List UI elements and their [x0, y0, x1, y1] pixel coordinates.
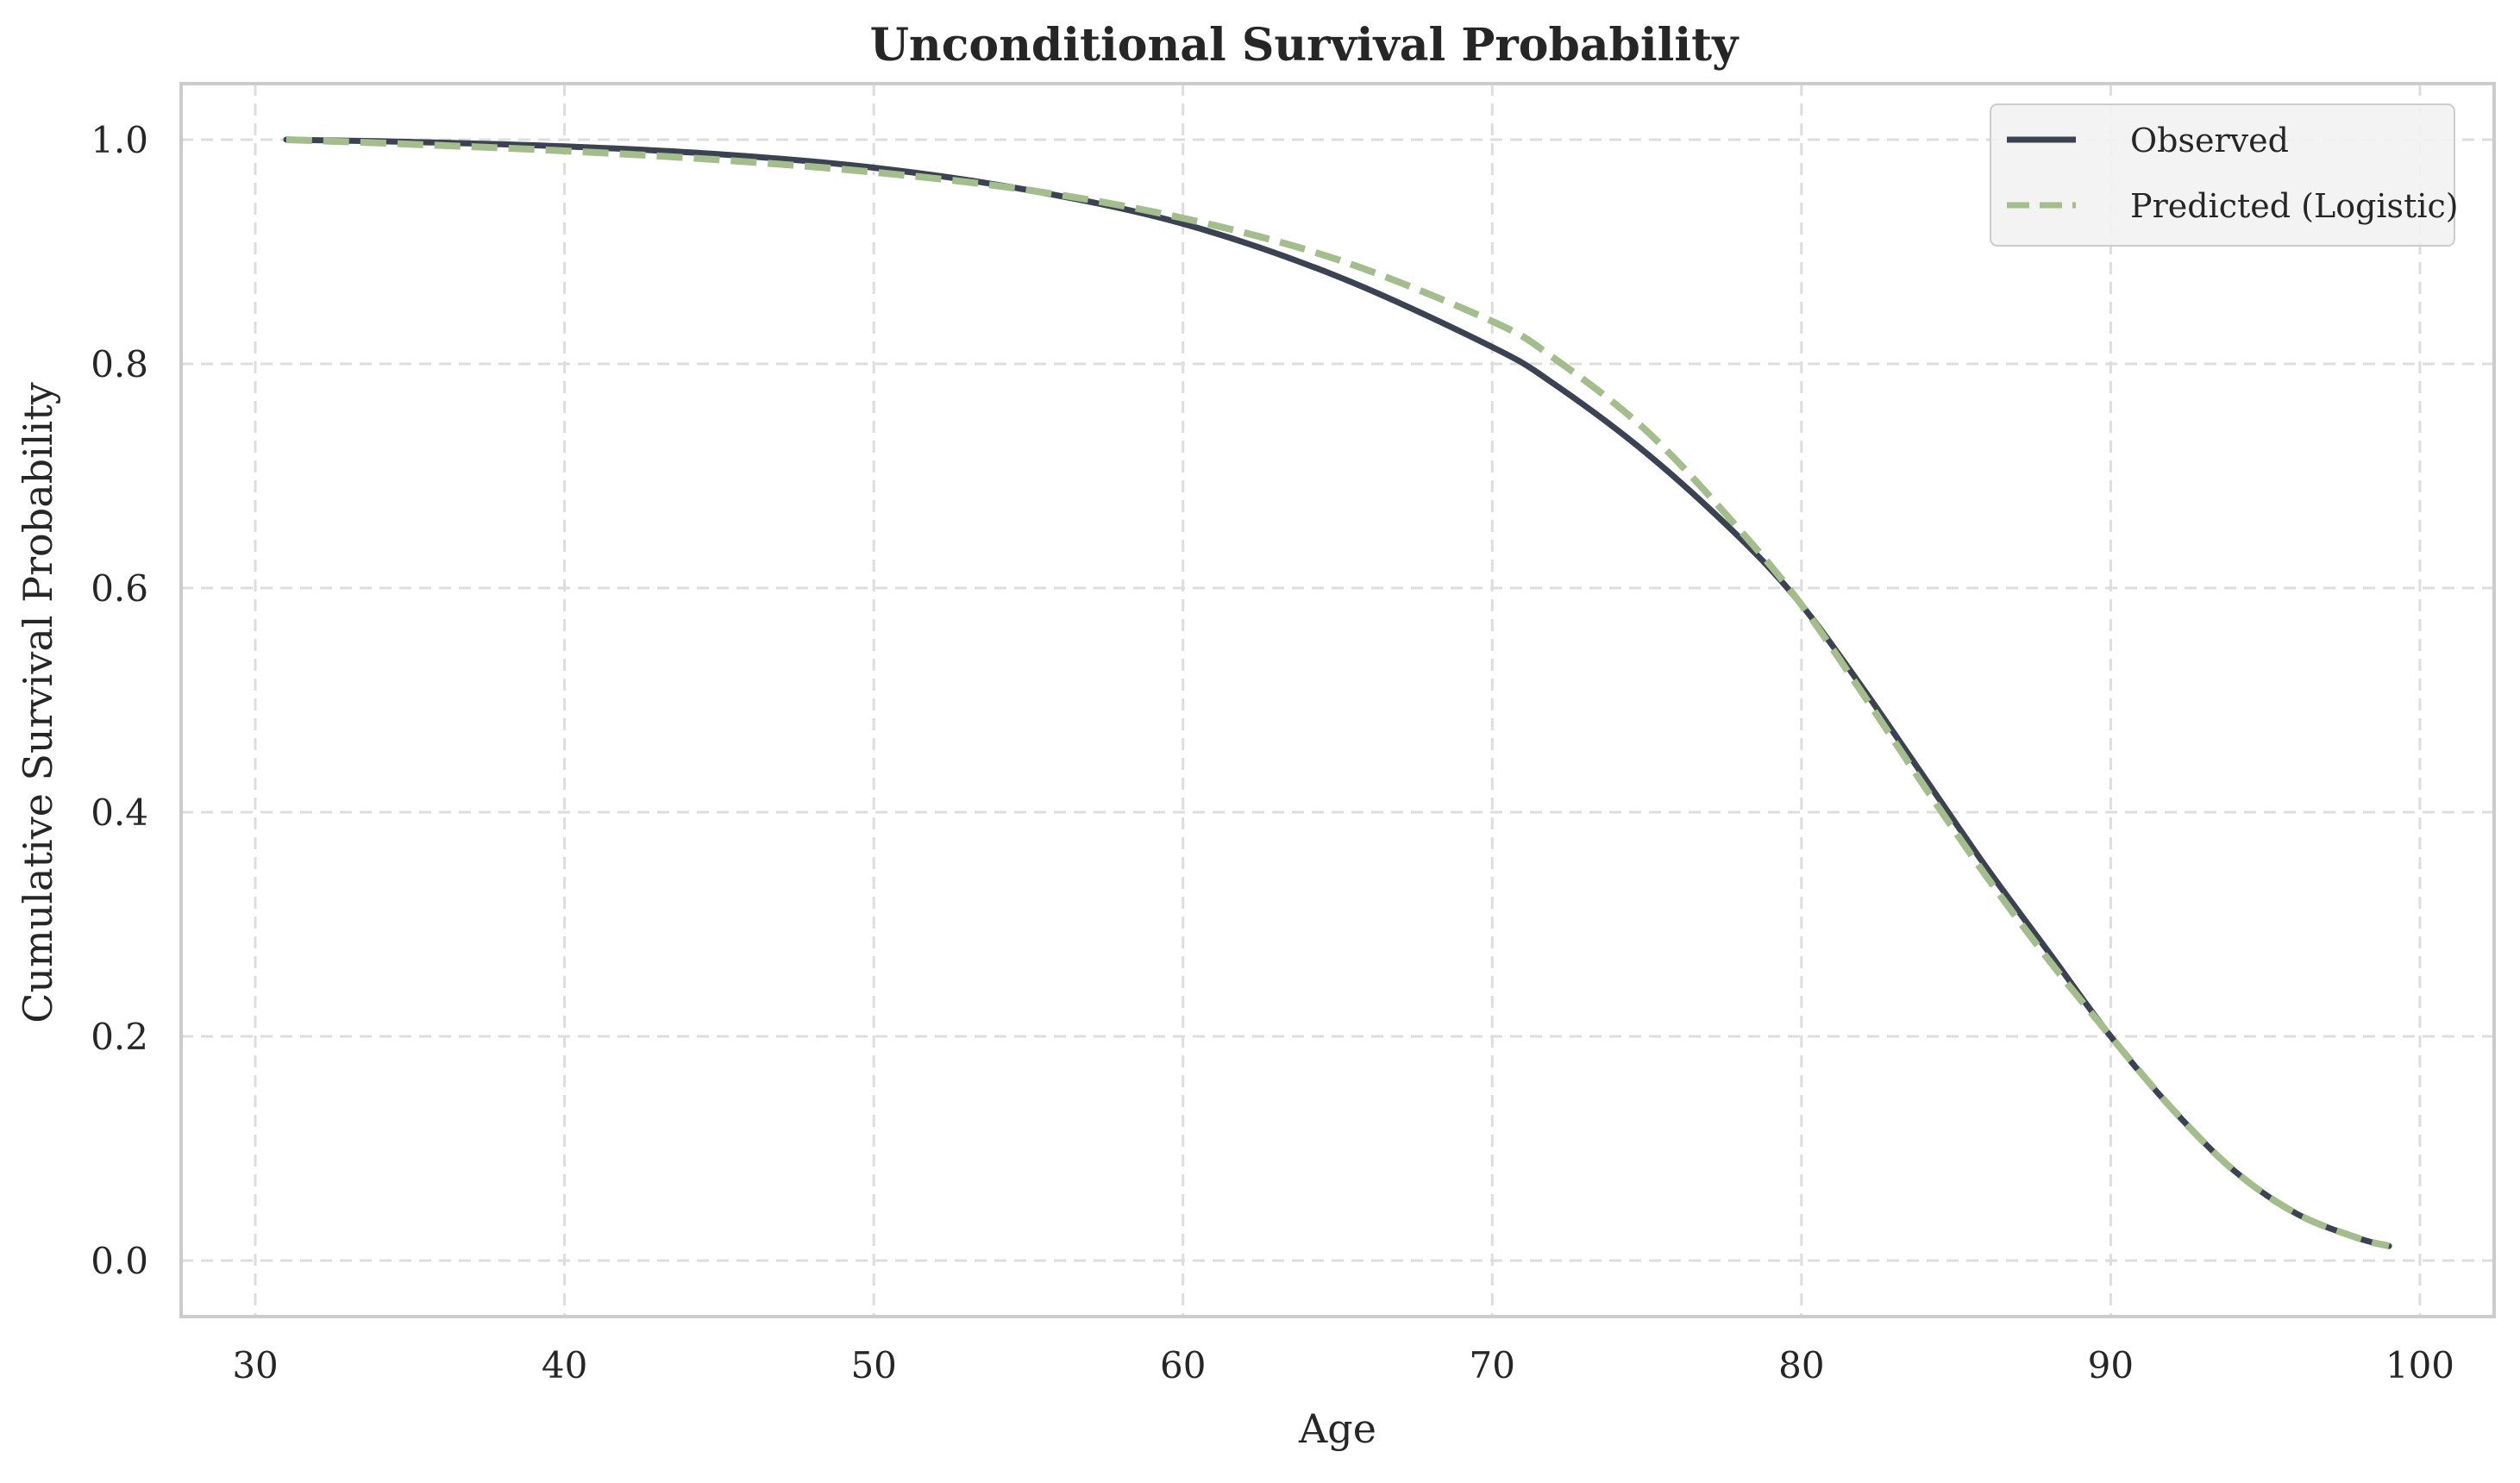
legend: Observed Predicted (Logistic) [1990, 103, 2459, 247]
series-layer [283, 136, 2392, 1249]
plot-area-frame [179, 82, 2496, 1318]
x-tick-label: 80 [1778, 1344, 1824, 1386]
y-tick-label: 0.2 [91, 1016, 148, 1058]
x-tick-label: 60 [1160, 1344, 1206, 1386]
y-axis-label: Cumulative Survival Probability [15, 382, 61, 1023]
y-tick-label: 1.0 [91, 119, 148, 161]
chart-title: Unconditional Survival Probability [870, 19, 1740, 72]
y-tick-label: 0.8 [91, 343, 148, 385]
x-axis-ticks: 30 40 50 60 70 80 90 100 [232, 1344, 2454, 1386]
x-tick-label: 90 [2088, 1344, 2134, 1386]
legend-label-predicted: Predicted (Logistic) [2130, 187, 2459, 225]
series-line-predicted [285, 136, 2391, 1249]
y-tick-label: 0.4 [91, 792, 148, 834]
x-axis-label: Age [1298, 1405, 1376, 1452]
legend-box [1990, 103, 2455, 247]
x-tick-label: 70 [1470, 1344, 1515, 1386]
x-tick-label: 100 [2385, 1344, 2454, 1386]
x-tick-label: 50 [850, 1344, 896, 1386]
legend-label-observed: Observed [2130, 122, 2289, 160]
x-tick-label: 40 [542, 1344, 587, 1386]
x-tick-label: 30 [232, 1344, 278, 1386]
y-tick-label: 0.0 [91, 1240, 148, 1282]
y-axis-ticks: 0.0 0.2 0.4 0.6 0.8 1.0 [91, 119, 148, 1282]
y-tick-label: 0.6 [91, 567, 148, 610]
